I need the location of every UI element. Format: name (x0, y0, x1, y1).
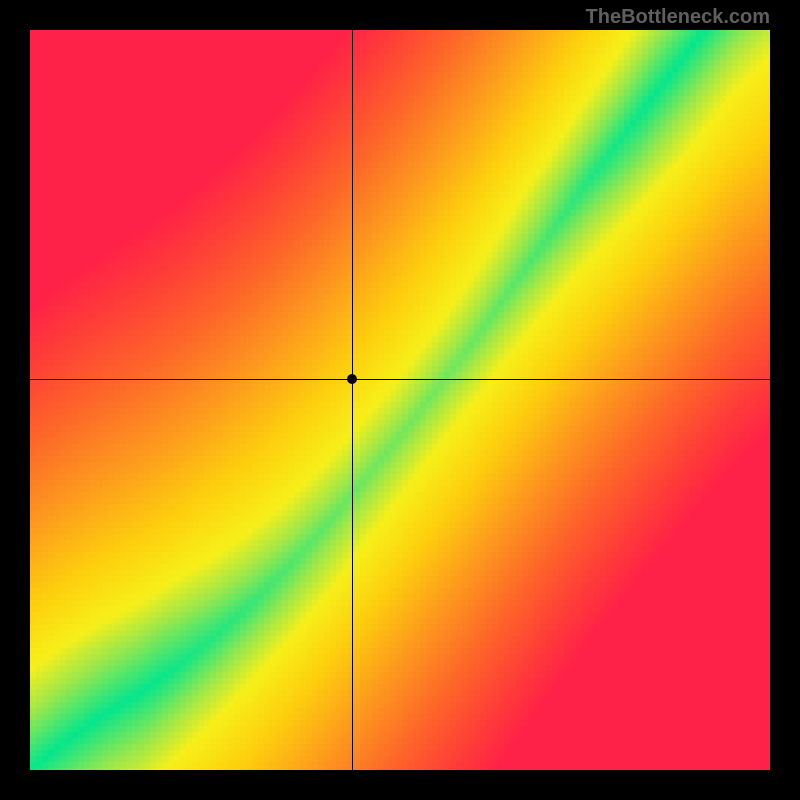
crosshair-horizontal (30, 379, 770, 380)
heatmap-canvas (30, 30, 770, 770)
watermark-text: TheBottleneck.com (586, 6, 770, 29)
crosshair-dot (347, 374, 357, 384)
heatmap-plot (30, 30, 770, 770)
crosshair-vertical (352, 30, 353, 770)
